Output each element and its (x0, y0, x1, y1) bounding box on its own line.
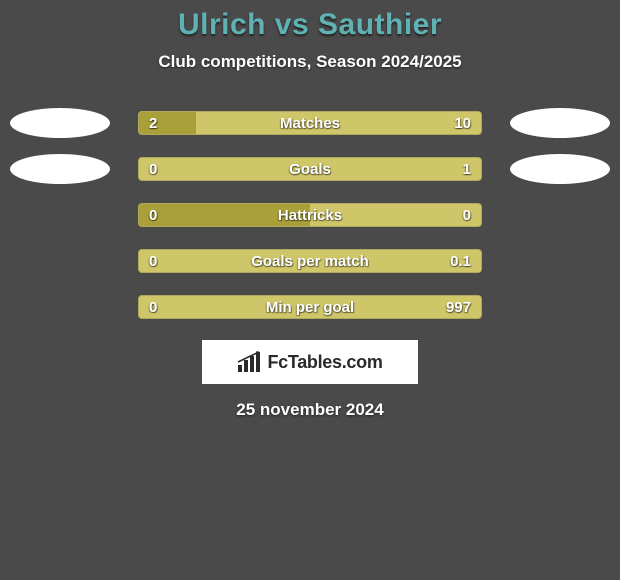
stat-bar: 00Hattricks (138, 203, 482, 227)
stat-metric-label: Goals per match (139, 250, 481, 273)
comparison-row: 00Hattricks (0, 194, 620, 240)
stat-bar: 00.1Goals per match (138, 249, 482, 273)
stat-bar: 0997Min per goal (138, 295, 482, 319)
player-left-marker (10, 108, 110, 138)
comparison-row: 0997Min per goal (0, 286, 620, 332)
stat-metric-label: Min per goal (139, 296, 481, 319)
player-right-marker (510, 154, 610, 184)
player-right-marker (510, 108, 610, 138)
stat-bar: 210Matches (138, 111, 482, 135)
stat-metric-label: Matches (139, 112, 481, 135)
comparison-rows: 210Matches 01Goals 00Hattricks 00.1Goals pe… (0, 102, 620, 332)
logo-text: FcTables.com (267, 352, 382, 373)
stat-metric-label: Hattricks (139, 204, 481, 227)
player-left-marker (10, 154, 110, 184)
subtitle: Club competitions, Season 2024/2025 (0, 52, 620, 72)
comparison-row: 210Matches (0, 102, 620, 148)
page-title: Ulrich vs Sauthier (0, 0, 620, 42)
chart-bars-icon (237, 351, 263, 373)
stat-metric-label: Goals (139, 158, 481, 181)
date-label: 25 november 2024 (0, 400, 620, 420)
comparison-row: 01Goals (0, 148, 620, 194)
stat-bar: 01Goals (138, 157, 482, 181)
logo-box: FcTables.com (202, 340, 418, 384)
comparison-row: 00.1Goals per match (0, 240, 620, 286)
